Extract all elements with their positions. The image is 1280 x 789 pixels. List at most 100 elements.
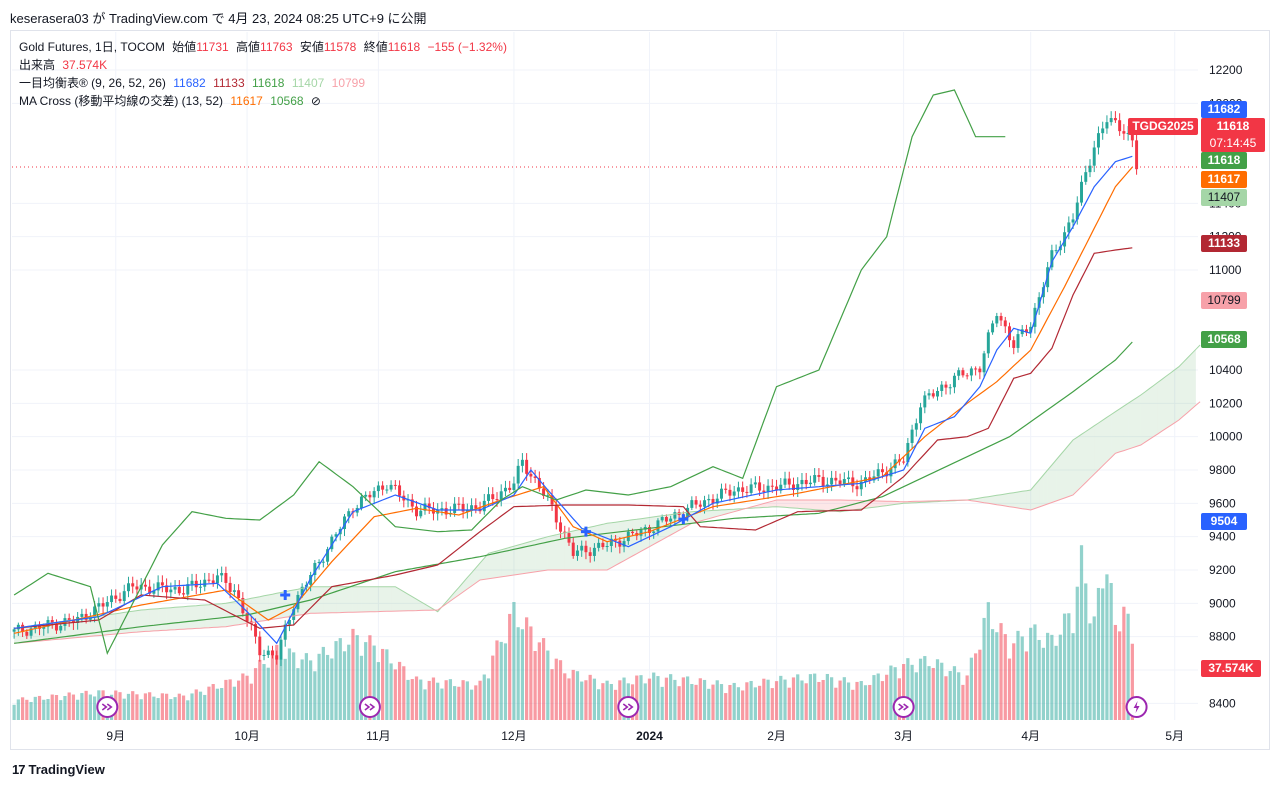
volume-bar-114: [495, 640, 499, 720]
candle-body-212: [910, 429, 914, 443]
volume-bar-190: [817, 681, 821, 720]
candle-body-257: [1101, 128, 1105, 134]
volume-bar-46: [207, 686, 211, 720]
volume-bar-62: [275, 644, 279, 720]
candle-body-229: [982, 353, 986, 373]
volume-bar-162: [698, 678, 702, 720]
legend-ichimoku[interactable]: 一目均衡表® (9, 26, 52, 26) 11682 11133 11618…: [19, 74, 369, 91]
candle-body-188: [808, 482, 812, 485]
volume-bar-27: [126, 693, 131, 720]
cloud-segment-139: [602, 523, 608, 570]
candle-body-128: [554, 504, 558, 523]
candle-body-239: [1024, 329, 1028, 333]
cloud-segment-255: [1094, 423, 1099, 475]
x-tick-label-8: 5月: [1165, 729, 1184, 743]
cloud-segment-62: [276, 592, 281, 619]
candle-body-28: [131, 583, 135, 587]
legend-ohlc[interactable]: Gold Futures, 1日, TOCOM 始値11731 高値11763 …: [19, 38, 511, 55]
legend-symbol[interactable]: Gold Futures, 1日, TOCOM: [19, 40, 165, 54]
cloud-segment-41: [187, 606, 193, 629]
chart-frame[interactable]: [10, 30, 1270, 750]
volume-bar-205: [880, 681, 885, 720]
y-tick-label-6: 9600: [1209, 496, 1236, 510]
cloud-segment-34: [158, 608, 163, 631]
x-tick-label-1: 10月: [234, 729, 259, 743]
volume-bar-170: [732, 682, 736, 720]
candle-body-251: [1075, 202, 1079, 220]
candle-body-4: [29, 628, 33, 636]
volume-bar-199: [855, 681, 859, 720]
candle-body-36: [165, 585, 169, 593]
cloud-segment-238: [1022, 490, 1027, 510]
legend-volume-label[interactable]: 出来高: [19, 58, 56, 72]
volume-bar-52: [232, 686, 236, 720]
candle-body-59: [262, 654, 266, 656]
volume-bar-193: [830, 677, 834, 720]
line-ichimoku-span-a: [14, 344, 1201, 629]
candle-body-52: [232, 590, 236, 592]
volume-bar-173: [745, 682, 749, 720]
volume-bar-101: [440, 688, 444, 720]
candle-body-97: [423, 503, 427, 511]
legend-ma-cross[interactable]: MA Cross (移動平均線の交差) (13, 52) 11617 10568…: [19, 92, 325, 109]
cloud-segment-52: [234, 600, 239, 626]
volume-bar-103: [448, 679, 453, 720]
candle-body-22: [105, 602, 109, 607]
volume-bar-244: [1046, 632, 1050, 720]
candle-body-112: [487, 494, 491, 501]
cloud-segment-189: [814, 500, 819, 510]
volume-bar-174: [749, 680, 753, 720]
candle-body-231: [991, 323, 995, 333]
volume-bar-214: [918, 658, 923, 720]
volume-bar-37: [169, 699, 173, 720]
cloud-segment-40: [183, 606, 188, 630]
volume-bar-261: [1118, 631, 1122, 720]
cloud-segment-268: [1149, 385, 1154, 440]
candle-body-144: [622, 541, 626, 547]
cloud-segment-257: [1102, 417, 1107, 466]
candle-body-63: [279, 639, 283, 660]
candle-body-207: [889, 468, 893, 477]
cloud-segment-15: [77, 618, 82, 638]
volume-bar-26: [122, 698, 126, 720]
volume-bar-80: [351, 628, 355, 720]
candle-body-60: [266, 650, 270, 655]
candle-body-38: [173, 587, 177, 590]
candle-body-151: [652, 531, 656, 534]
volume-bar-72: [317, 653, 321, 720]
legend-ich-conversion: 11682: [173, 76, 206, 90]
candle-body-191: [821, 476, 825, 486]
candle-body-206: [885, 472, 889, 477]
cloud-segment-112: [488, 552, 493, 579]
cloud-segment-18: [90, 616, 95, 637]
volume-bar-133: [575, 671, 580, 720]
cloud-segment-85: [374, 586, 379, 612]
volume-bar-167: [719, 684, 724, 720]
cloud-segment-109: [475, 563, 481, 583]
legend-ma-label[interactable]: MA Cross (移動平均線の交差) (13, 52): [19, 94, 224, 108]
candle-body-195: [838, 480, 842, 485]
candle-body-238: [1020, 329, 1024, 335]
volume-bar-10: [54, 695, 59, 720]
legend-visibility-icon[interactable]: ⊘: [310, 94, 321, 108]
candle-body-70: [309, 574, 313, 585]
candle-body-226: [969, 368, 973, 376]
candle-body-166: [715, 498, 719, 504]
volume-bar-90: [393, 669, 397, 720]
cloud-segment-275: [1178, 362, 1184, 420]
legend-ichimoku-label[interactable]: 一目均衡表® (9, 26, 52, 26): [19, 76, 166, 90]
cloud-segment-278: [1191, 349, 1196, 409]
candle-body-108: [470, 505, 474, 511]
cloud-segment-126: [547, 535, 553, 570]
candle-body-66: [292, 609, 296, 620]
volume-bar-242: [1037, 639, 1041, 720]
candle-body-89: [389, 484, 393, 490]
candle-body-150: [647, 526, 651, 534]
cloud-segment-263: [1128, 400, 1133, 450]
volume-bar-134: [580, 681, 584, 720]
footer-brand[interactable]: 17 TradingView: [12, 762, 105, 777]
candle-body-50: [224, 573, 228, 583]
volume-bar-232: [995, 632, 999, 720]
legend-volume[interactable]: 出来高 37.574K: [19, 56, 111, 73]
